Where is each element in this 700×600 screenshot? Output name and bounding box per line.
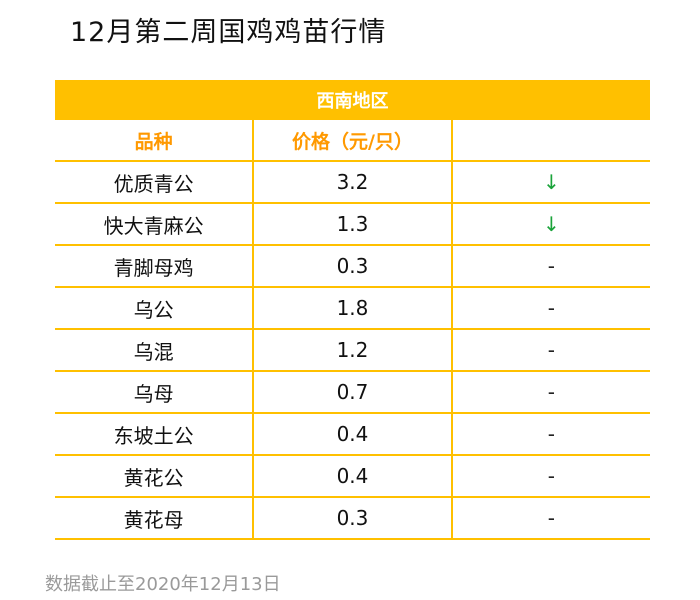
price-cell: 0.3: [253, 497, 453, 540]
breed-cell: 乌混: [55, 329, 255, 372]
table-row: 快大青麻公 1.3 ↓: [55, 203, 650, 246]
price-cell: 3.2: [253, 161, 453, 204]
trend-flat-dash: -: [451, 287, 650, 330]
column-header-price: 价格（元/只）: [253, 120, 453, 162]
trend-down-arrow-icon: ↓: [451, 161, 650, 204]
price-table: 西南地区 品种 价格（元/只） 优质青公 3.2 ↓ 快大青麻公 1.3 ↓ 青脚母鸡 0.3…: [55, 80, 650, 540]
table-row: 乌混 1.2-: [55, 329, 650, 372]
page-title: 12月第二周国鸡鸡苗行情: [70, 17, 387, 48]
price-cell: 0.4: [253, 413, 453, 456]
table-row: 青脚母鸡 0.3-: [55, 245, 650, 288]
breed-cell: 快大青麻公: [55, 203, 255, 246]
column-header-breed: 品种: [55, 120, 255, 162]
trend-flat-dash: -: [451, 371, 650, 414]
breed-cell: 青脚母鸡: [55, 245, 255, 288]
column-header-row: 品种 价格（元/只）: [55, 120, 650, 162]
breed-cell: 乌公: [55, 287, 255, 330]
price-cell: 0.7: [253, 371, 453, 414]
breed-cell: 黄花公: [55, 455, 255, 498]
table-row: 乌母 0.7-: [55, 371, 650, 414]
table-row: 黄花母 0.3-: [55, 497, 650, 540]
region-header-row: 西南地区: [55, 80, 650, 120]
trend-flat-dash: -: [451, 455, 650, 498]
price-cell: 1.3: [253, 203, 453, 246]
price-table-container: 西南地区 品种 价格（元/只） 优质青公 3.2 ↓ 快大青麻公 1.3 ↓ 青脚母鸡 0.3…: [55, 80, 650, 540]
breed-cell: 黄花母: [55, 497, 255, 540]
table-row: 优质青公 3.2 ↓: [55, 161, 650, 204]
column-header-trend: [451, 120, 650, 162]
data-cutoff-note: 数据截止至2020年12月13日: [45, 574, 281, 595]
table-row: 黄花公 0.4-: [55, 455, 650, 498]
trend-flat-dash: -: [451, 329, 650, 372]
breed-cell: 优质青公: [55, 161, 255, 204]
breed-cell: 乌母: [55, 371, 255, 414]
trend-down-arrow-icon: ↓: [451, 203, 650, 246]
table-row: 东坡土公 0.4-: [55, 413, 650, 456]
price-cell: 0.4: [253, 455, 453, 498]
region-label: 西南地区: [55, 80, 650, 120]
breed-cell: 东坡土公: [55, 413, 255, 456]
price-cell: 0.3: [253, 245, 453, 288]
price-cell: 1.8: [253, 287, 453, 330]
trend-flat-dash: -: [451, 245, 650, 288]
price-cell: 1.2: [253, 329, 453, 372]
trend-flat-dash: -: [451, 413, 650, 456]
table-row: 乌公 1.8-: [55, 287, 650, 330]
trend-flat-dash: -: [451, 497, 650, 540]
